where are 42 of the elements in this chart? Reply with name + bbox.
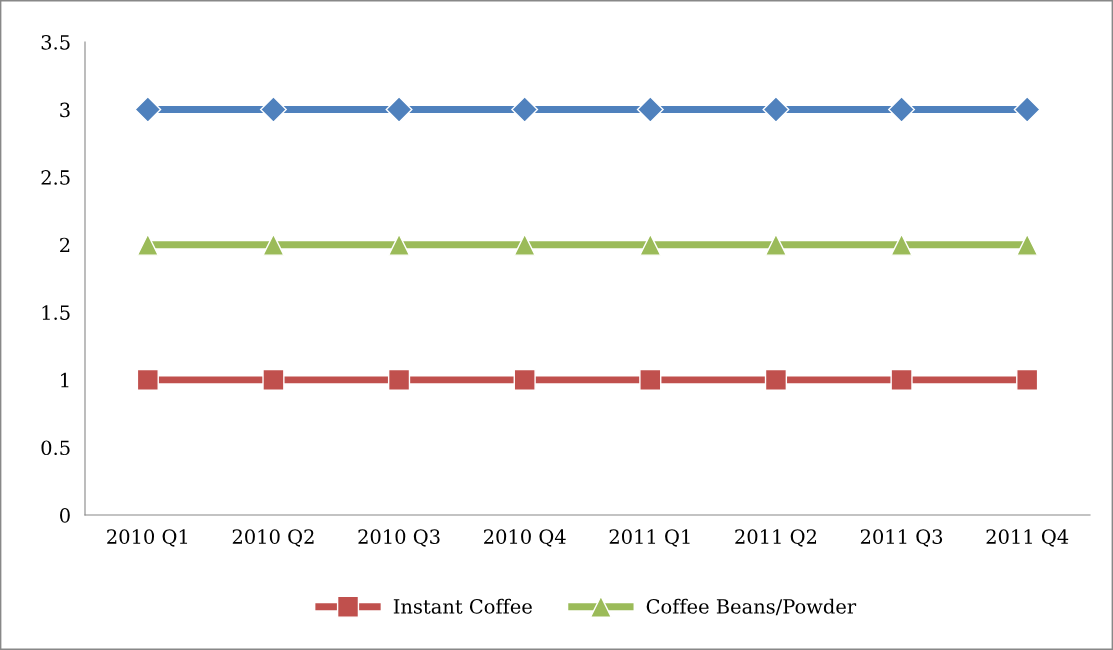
point (890, 368, 913, 391)
y-tick-label: 1.5 (42, 305, 70, 320)
y-tick-label: 0.5 (41, 440, 70, 456)
point (387, 368, 411, 391)
point (136, 368, 159, 391)
point (513, 233, 536, 256)
point (888, 96, 916, 124)
x-tick-label: 2010 Q4 (484, 529, 566, 547)
point (387, 233, 411, 256)
y-tick-label: 1 (61, 372, 69, 388)
point (762, 96, 790, 124)
point (636, 96, 664, 124)
point (1013, 96, 1041, 124)
x-tick-label: 2010 Q3 (358, 529, 440, 547)
point (639, 368, 662, 391)
y-tick-label: 3.5 (41, 34, 70, 50)
x-tick-label: 2011 Q4 (986, 529, 1069, 547)
y-tick-label: 3 (60, 102, 70, 118)
x-tick-label: 2010 Q2 (232, 529, 314, 547)
y-tick-label: 0 (60, 507, 70, 523)
x-tick-label: 2010 Q1 (107, 529, 188, 547)
point (1016, 233, 1039, 256)
point (1016, 368, 1039, 391)
point (764, 368, 788, 391)
point (385, 96, 413, 124)
point (513, 368, 536, 391)
point (262, 233, 285, 256)
y-tick-label: 2 (60, 237, 70, 253)
point (134, 96, 162, 124)
point (259, 96, 287, 124)
point (136, 233, 159, 256)
point (511, 96, 539, 124)
x-tick-label: 2011 Q1 (609, 529, 690, 547)
point (262, 368, 285, 391)
point (890, 233, 913, 256)
point (639, 233, 662, 256)
y-tick-label: 2.5 (41, 170, 70, 185)
point (764, 233, 788, 256)
x-tick-label: 2011 Q3 (860, 529, 943, 547)
x-tick-label: 2011 Q2 (735, 529, 817, 547)
legend-label: Coffee Beans/Powder (646, 598, 857, 616)
legend-label: Instant Coffee (393, 598, 532, 614)
